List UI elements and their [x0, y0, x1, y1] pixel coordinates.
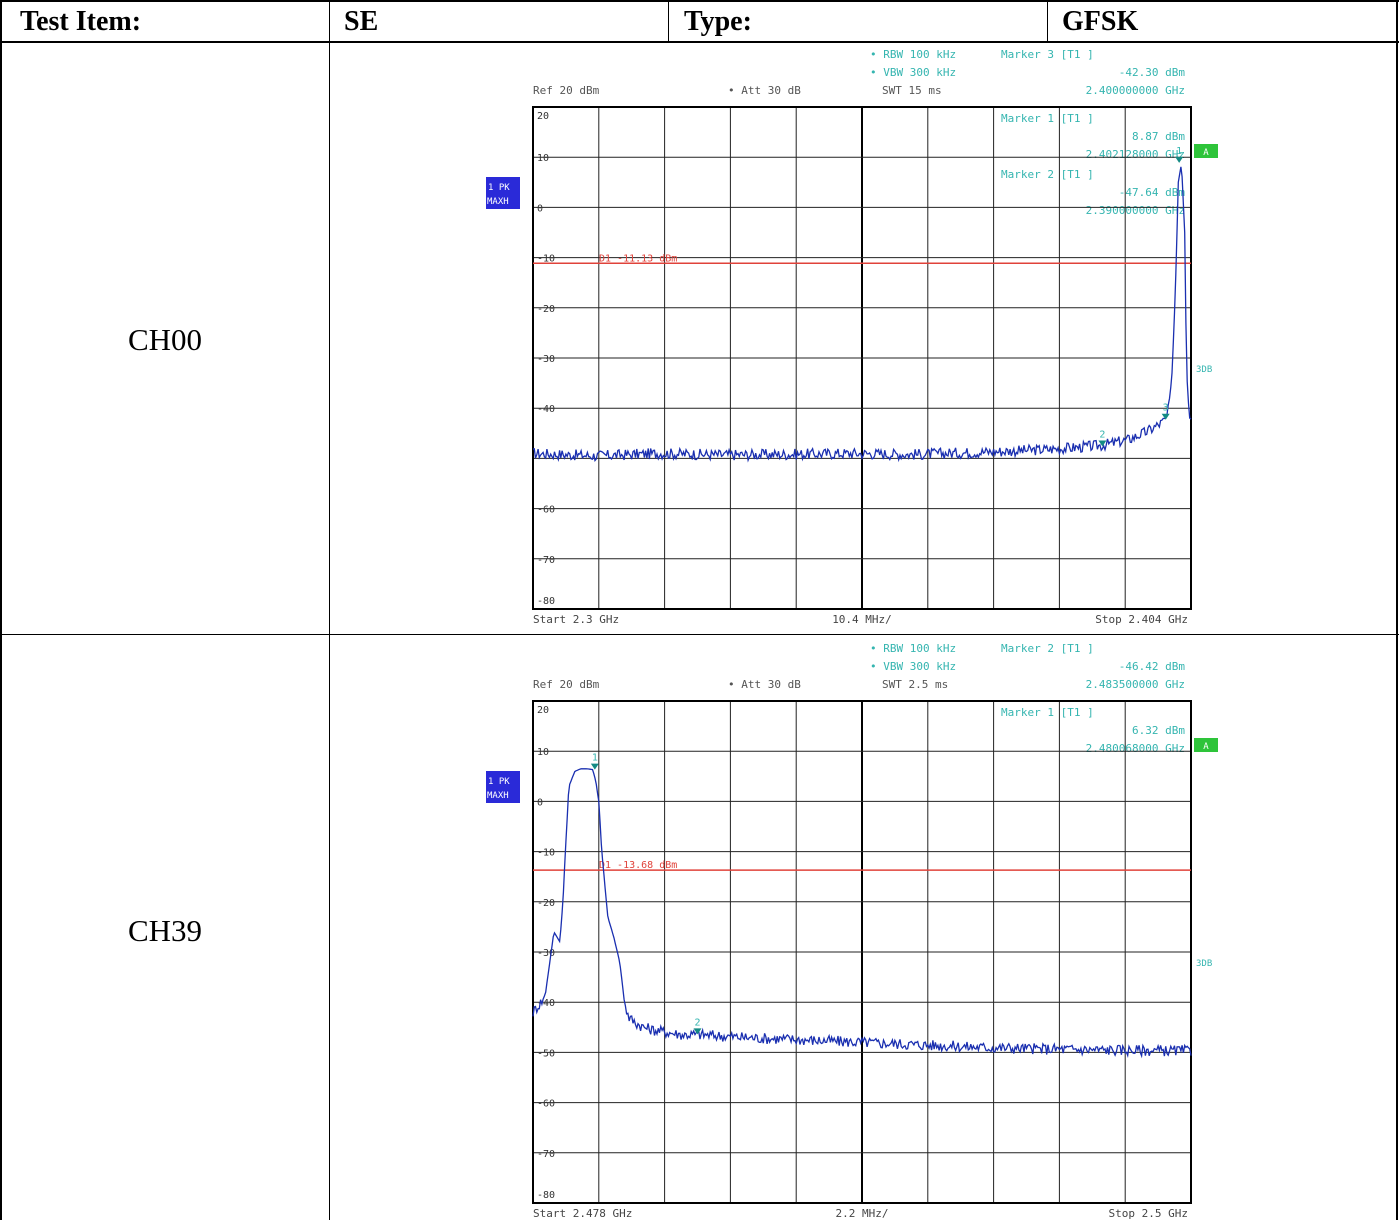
marker-readout-level: -42.30 dBm — [1119, 66, 1186, 79]
start-frequency: Start 2.478 GHz — [533, 1207, 632, 1220]
marker-readout-label: Marker 1 [T1 ] — [1001, 706, 1094, 719]
marker-number: 3 — [1163, 403, 1169, 414]
marker-number: 2 — [1099, 430, 1105, 441]
marker-readout-label: Marker 1 [T1 ] — [1001, 112, 1094, 125]
badge-a-label: A — [1203, 742, 1209, 752]
y-tick-label: 20 — [537, 705, 549, 716]
plot-frame — [532, 106, 1192, 610]
marker-readout-level: -46.42 dBm — [1119, 660, 1186, 673]
marker-readout-freq: 2.400000000 GHz — [1086, 84, 1185, 97]
y-tick-label: -60 — [537, 1099, 555, 1110]
channel-label-ch39: CH39 — [127, 913, 203, 948]
y-tick-label: -70 — [537, 1149, 555, 1160]
trace-badge-line1: 1 PK — [488, 777, 510, 787]
marker-readout-level: -47.64 dBm — [1119, 186, 1186, 199]
y-tick-label: 20 — [537, 111, 549, 122]
trace-badge-line2: MAXH — [487, 791, 509, 801]
table-border-col1 — [329, 0, 330, 1220]
table-border-header-bottom — [0, 41, 1399, 43]
limit-line-label: D1 -13.68 dBm — [599, 860, 677, 871]
spectrum-plot-ch00: • RBW 100 kHz • VBW 300 kHz Ref 20 dBm • At… — [486, 48, 1218, 626]
marker-triangle — [1175, 156, 1184, 163]
trace-badge-line2: MAXH — [487, 197, 509, 207]
start-frequency: Start 2.3 GHz — [533, 613, 619, 626]
rbw-setting: • RBW 100 kHz — [870, 48, 956, 61]
y-tick-label: -30 — [537, 354, 555, 365]
marker-triangle — [1098, 440, 1107, 447]
y-tick-label: -80 — [537, 1190, 555, 1201]
trace-badge-line1: 1 PK — [488, 183, 510, 193]
span-per-division: 2.2 MHz/ — [836, 1207, 889, 1220]
marker-number: 2 — [694, 1017, 700, 1028]
marker-readout-freq: 2.483500000 GHz — [1086, 678, 1185, 691]
y-tick-label: 10 — [537, 747, 549, 758]
test-item-value: SE — [344, 6, 379, 37]
y-tick-label: -60 — [537, 505, 555, 516]
span-per-division: 10.4 MHz/ — [832, 613, 892, 626]
trace-badge-bg — [486, 177, 520, 209]
marker-readout-freq: 2.480068000 GHz — [1086, 742, 1185, 755]
y-tick-label: 10 — [537, 153, 549, 164]
sweep-time: SWT 15 ms — [882, 84, 942, 97]
channel-label-ch00: CH00 — [127, 322, 203, 357]
y-tick-label: -10 — [537, 254, 555, 265]
y-tick-label: 0 — [537, 797, 543, 808]
attenuation-setting: • Att 30 dB — [728, 678, 801, 691]
y-tick-label: -40 — [537, 404, 555, 415]
plot-frame — [532, 700, 1192, 1204]
limit-line-label: D1 -11.13 dBm — [599, 253, 677, 264]
marker-readout-label: Marker 2 [T1 ] — [1001, 642, 1094, 655]
marker-readout-label: Marker 2 [T1 ] — [1001, 168, 1094, 181]
table-border-right — [1396, 0, 1398, 1220]
badge-a-bg — [1194, 738, 1218, 752]
ref-level: Ref 20 dBm — [533, 678, 600, 691]
marker-number: 1 — [1176, 146, 1182, 157]
marker-readout-label: Marker 3 [T1 ] — [1001, 48, 1094, 61]
stop-frequency: Stop 2.404 GHz — [1095, 613, 1188, 626]
side-label-3db: 3DB — [1196, 365, 1212, 375]
y-tick-label: -40 — [537, 998, 555, 1009]
attenuation-setting: • Att 30 dB — [728, 84, 801, 97]
trace-badge-bg — [486, 771, 520, 803]
table-border-col3 — [1047, 0, 1048, 42]
spectrum-trace — [532, 166, 1192, 463]
type-value: GFSK — [1062, 6, 1139, 37]
marker-triangle — [590, 763, 599, 770]
y-tick-label: -50 — [537, 1048, 555, 1059]
y-tick-label: -70 — [537, 555, 555, 566]
y-tick-label: -20 — [537, 898, 555, 909]
y-tick-label: -10 — [537, 848, 555, 859]
marker-number: 1 — [592, 753, 598, 764]
sweep-time: SWT 2.5 ms — [882, 678, 948, 691]
ref-level: Ref 20 dBm — [533, 84, 600, 97]
table-border-row-divider — [0, 634, 1399, 635]
marker-readout-freq: 2.390000000 GHz — [1086, 204, 1185, 217]
y-tick-label: -20 — [537, 304, 555, 315]
marker-readout-level: 8.87 dBm — [1132, 130, 1185, 143]
spectrum-plot-ch39: • RBW 100 kHz • VBW 300 kHz Ref 20 dBm • At… — [486, 642, 1218, 1220]
test-item-label: Test Item: — [20, 6, 142, 37]
stop-frequency: Stop 2.5 GHz — [1109, 1207, 1188, 1220]
marker-readout-freq: 2.402128000 GHz — [1086, 148, 1185, 161]
badge-a-bg — [1194, 144, 1218, 158]
y-tick-label: 0 — [537, 203, 543, 214]
marker-readout-level: 6.32 dBm — [1132, 724, 1185, 737]
table-border-left — [0, 0, 2, 1220]
vbw-setting: • VBW 300 kHz — [870, 660, 956, 673]
spectrum-trace — [532, 768, 1192, 1059]
y-tick-label: -80 — [537, 596, 555, 607]
y-tick-label: -30 — [537, 948, 555, 959]
type-label: Type: — [684, 6, 752, 37]
table-border-top — [0, 0, 1399, 2]
table-border-col2 — [668, 0, 669, 42]
marker-triangle — [693, 1028, 702, 1035]
vbw-setting: • VBW 300 kHz — [870, 66, 956, 79]
rbw-setting: • RBW 100 kHz — [870, 642, 956, 655]
marker-triangle — [1161, 413, 1170, 420]
badge-a-label: A — [1203, 148, 1209, 158]
side-label-3db: 3DB — [1196, 959, 1212, 969]
